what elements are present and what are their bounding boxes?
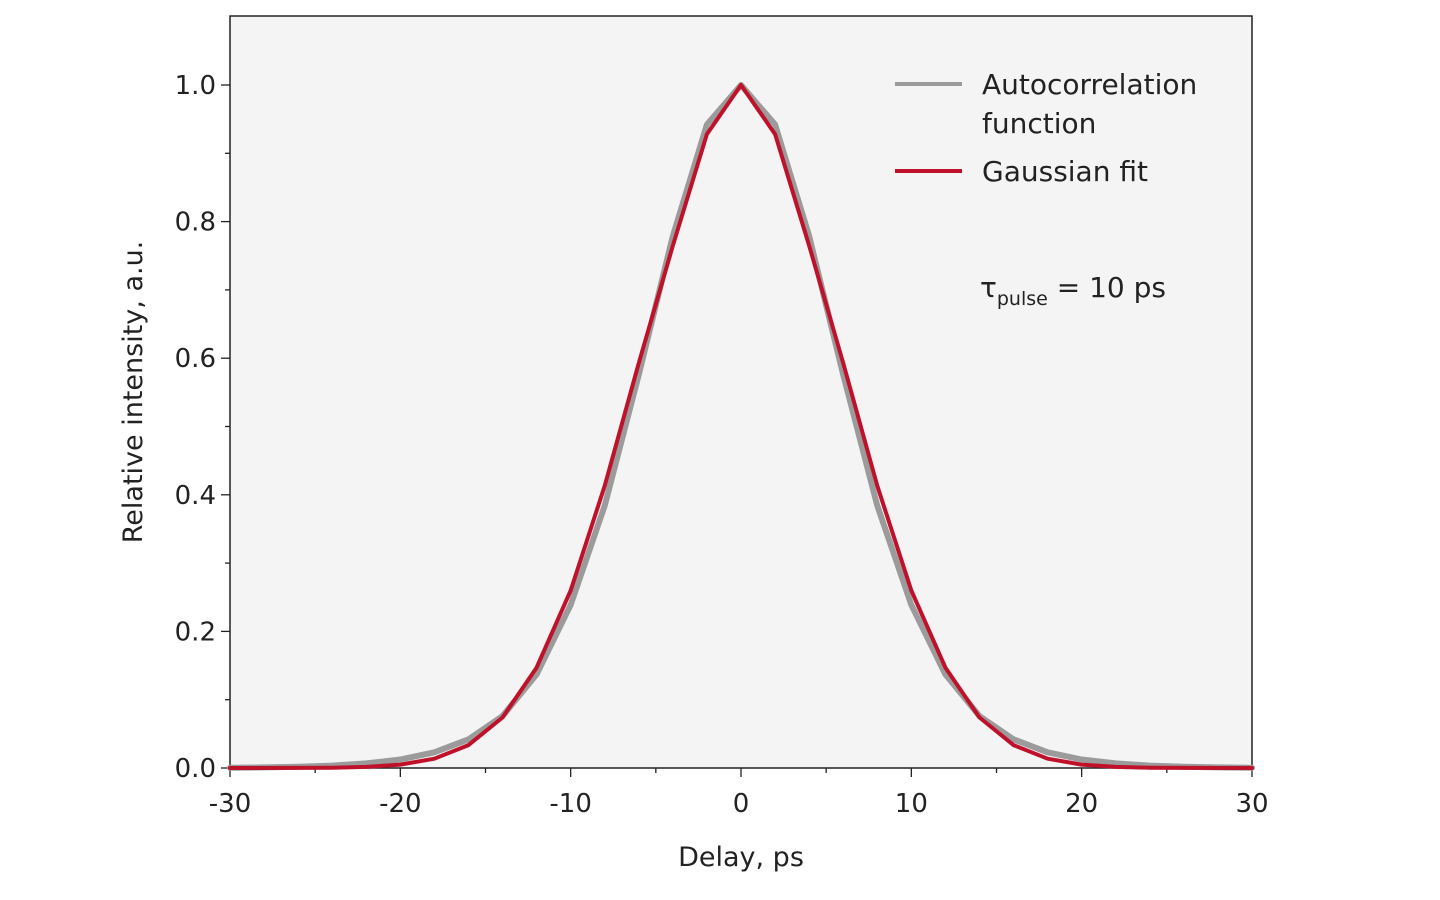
y-tick-label: 0.8: [175, 208, 216, 238]
legend: Autocorrelation function Gaussian fit: [895, 68, 1206, 188]
x-tick-label: 30: [1235, 789, 1268, 819]
x-tick-label: -30: [209, 789, 251, 819]
x-tick-label: 0: [733, 789, 750, 819]
series-line-gaussian-fit: [228, 83, 1254, 770]
y-axis: 0.0 0.2 0.4 0.6 0.8 1.0: [175, 71, 230, 784]
plot-area: [229, 15, 1253, 769]
series-layer: [227, 82, 1255, 771]
y-tick-label: 0.6: [175, 344, 216, 374]
y-axis-title: Relative intensity, a.u.: [118, 241, 149, 544]
x-tick-label: 20: [1065, 789, 1098, 819]
x-tick-label: -10: [549, 789, 591, 819]
pulse-duration-annotation: τpulse = 10 ps: [980, 271, 1166, 310]
tau-value: = 10 ps: [1048, 271, 1166, 304]
y-tick-label: 0.2: [175, 617, 216, 647]
legend-label-gaussian-fit: Gaussian fit: [982, 155, 1148, 188]
tau-symbol: τ: [980, 271, 997, 304]
legend-label-autocorrelation: Autocorrelation function: [982, 68, 1206, 140]
y-tick-label: 0.0: [175, 754, 216, 784]
x-axis: -30 -20 -10 0 10 20 30: [209, 768, 1269, 819]
y-tick-label: 1.0: [175, 71, 216, 101]
x-tick-label: 10: [895, 789, 928, 819]
tau-subscript: pulse: [997, 288, 1048, 310]
x-tick-label: -20: [379, 789, 421, 819]
x-axis-title: Delay, ps: [678, 842, 804, 873]
y-tick-label: 0.4: [175, 481, 216, 511]
